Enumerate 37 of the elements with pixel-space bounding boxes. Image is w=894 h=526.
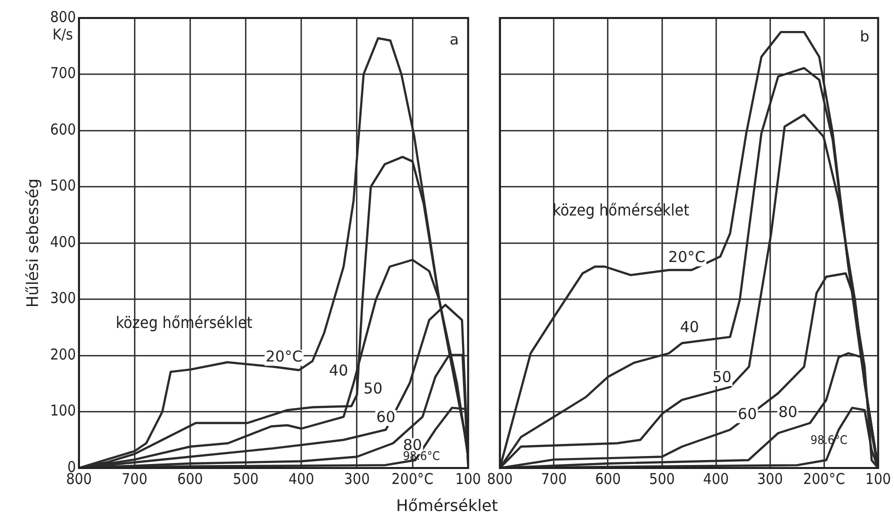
y-tick-label: 100	[50, 402, 76, 420]
y-tick-label: 400	[50, 232, 76, 251]
annotation: 50	[712, 368, 732, 386]
annotation: 80	[778, 402, 798, 421]
annotation: 40	[680, 318, 700, 336]
x-tick-label: 200°C	[803, 470, 846, 488]
annotation: 60	[376, 408, 396, 426]
x-tick-label: 400	[288, 470, 314, 488]
x-tick-label: 400	[703, 470, 729, 488]
annotation: 20°C	[668, 248, 706, 266]
x-tick-label: 300	[344, 470, 370, 488]
y-tick-label: 300	[50, 289, 76, 308]
annotation: 50	[364, 380, 383, 398]
x-tick-label: 300	[757, 470, 783, 488]
y-tick-label: 200	[50, 345, 76, 364]
annotation: b	[860, 28, 870, 46]
annotation: 40	[329, 362, 348, 380]
y-tick-label: 700	[50, 64, 76, 82]
x-tick-label: 600	[177, 470, 204, 488]
annotation: 20°C	[266, 348, 303, 366]
x-tick-label: 500	[649, 470, 675, 488]
text: K/s	[52, 25, 73, 44]
x-tick-label: 700	[122, 470, 148, 488]
annotation: 60	[738, 405, 757, 424]
y-tick-label: 600	[50, 120, 76, 138]
x-tick-label: 700	[541, 470, 567, 488]
x-tick-label: 600	[595, 470, 621, 488]
x-tick-label: 500	[232, 470, 259, 488]
annotation: a	[450, 30, 459, 48]
x-tick-label: 800	[486, 470, 513, 488]
x-tick-label: 200°C	[392, 470, 434, 488]
x-tick-label: 100	[865, 470, 892, 488]
y-tick-label: 500	[50, 176, 76, 195]
x-axis-title: Hőmérséklet	[395, 496, 499, 515]
x-tick-label: 100	[455, 470, 482, 488]
y-axis-title: Hűlési sebesség	[22, 178, 42, 308]
y-tick-label: 800	[50, 8, 76, 26]
